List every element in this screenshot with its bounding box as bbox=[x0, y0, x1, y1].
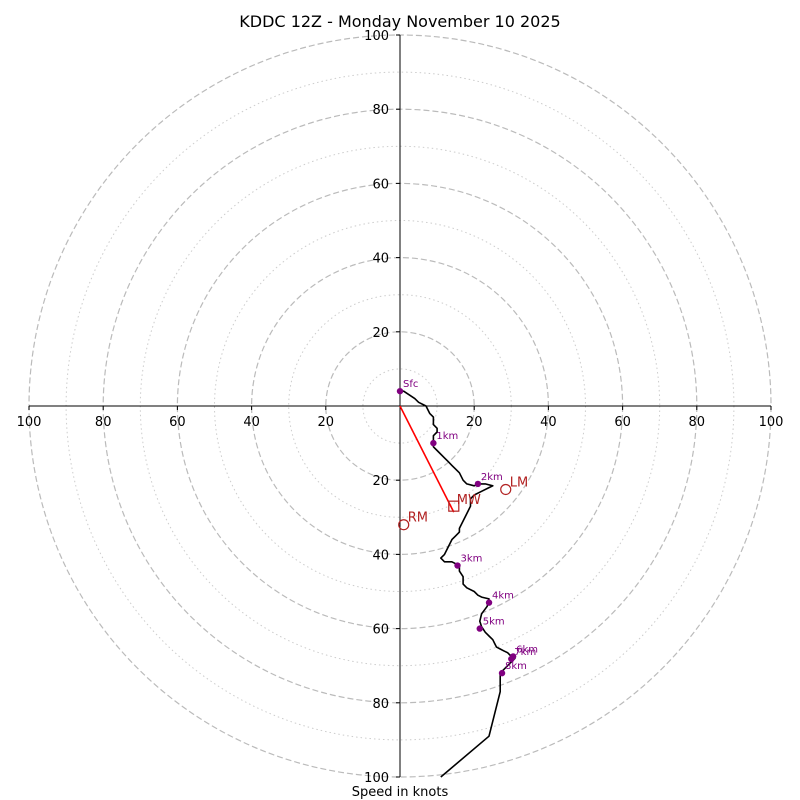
height-marker-label: 2km bbox=[481, 472, 503, 483]
x-tick-label: 40 bbox=[540, 415, 557, 430]
mean-wind-vector bbox=[399, 405, 455, 513]
height-marker-dot bbox=[498, 669, 506, 677]
x-tick-label: 80 bbox=[95, 415, 112, 430]
x-tick-label: 100 bbox=[17, 415, 42, 430]
height-marker-dot bbox=[474, 480, 482, 488]
height-marker-dot bbox=[430, 439, 437, 447]
y-tick-label: 80 bbox=[372, 697, 389, 712]
x-tick-label: 20 bbox=[466, 415, 483, 430]
height-marker-label: 4km bbox=[492, 591, 514, 602]
rm-marker bbox=[398, 519, 410, 531]
x-tick-label: 40 bbox=[243, 415, 260, 430]
y-tick-label: 20 bbox=[372, 326, 389, 341]
height-marker-dot bbox=[476, 625, 483, 632]
height-marker-label: 5km bbox=[483, 617, 505, 628]
y-tick-label: 100 bbox=[364, 29, 389, 44]
x-tick-label: 60 bbox=[614, 415, 631, 430]
hodograph-trace bbox=[400, 390, 516, 778]
y-tick-label: 100 bbox=[364, 771, 389, 786]
rm-label: RM bbox=[408, 511, 428, 526]
height-marker-dot bbox=[485, 599, 493, 606]
mw-label: MW bbox=[457, 493, 481, 508]
height-marker-label: Sfc bbox=[403, 379, 418, 390]
x-tick-label: 80 bbox=[689, 415, 706, 430]
storm-motion-markers: RM LM MW bbox=[398, 475, 528, 531]
x-tick-label: 60 bbox=[169, 415, 186, 430]
lm-label: LM bbox=[510, 475, 528, 490]
height-marker-dot bbox=[508, 655, 515, 663]
height-marker-label: 6km bbox=[516, 644, 538, 655]
y-tick-label: 40 bbox=[372, 548, 389, 563]
x-tick-label: 20 bbox=[318, 415, 335, 430]
tick-labels: 100 100 80 80 60 60 40 40 20 20 20 20 40 40 60 60 80 80 10… bbox=[17, 29, 784, 786]
y-tick-label: 60 bbox=[372, 177, 389, 192]
x-axis-label: Speed in knots bbox=[352, 785, 449, 800]
mw-marker bbox=[448, 500, 460, 512]
lm-marker bbox=[500, 483, 512, 496]
wind-trace-layer bbox=[399, 390, 516, 778]
height-marker-dot bbox=[396, 387, 404, 395]
height-marker-label: 1km bbox=[436, 431, 458, 442]
y-tick-label: 20 bbox=[372, 474, 389, 489]
height-marker-dot bbox=[454, 562, 461, 569]
chart-title: KDDC 12Z - Monday November 10 2025 bbox=[239, 12, 560, 31]
height-marker-label: 7km bbox=[514, 647, 536, 658]
height-marker-label: 3km bbox=[461, 554, 483, 565]
y-tick-label: 40 bbox=[372, 252, 389, 267]
y-tick-label: 60 bbox=[372, 623, 389, 638]
y-tick-label: 80 bbox=[372, 103, 389, 118]
height-marker-label: 8km bbox=[505, 661, 527, 672]
x-tick-label: 100 bbox=[759, 415, 784, 430]
